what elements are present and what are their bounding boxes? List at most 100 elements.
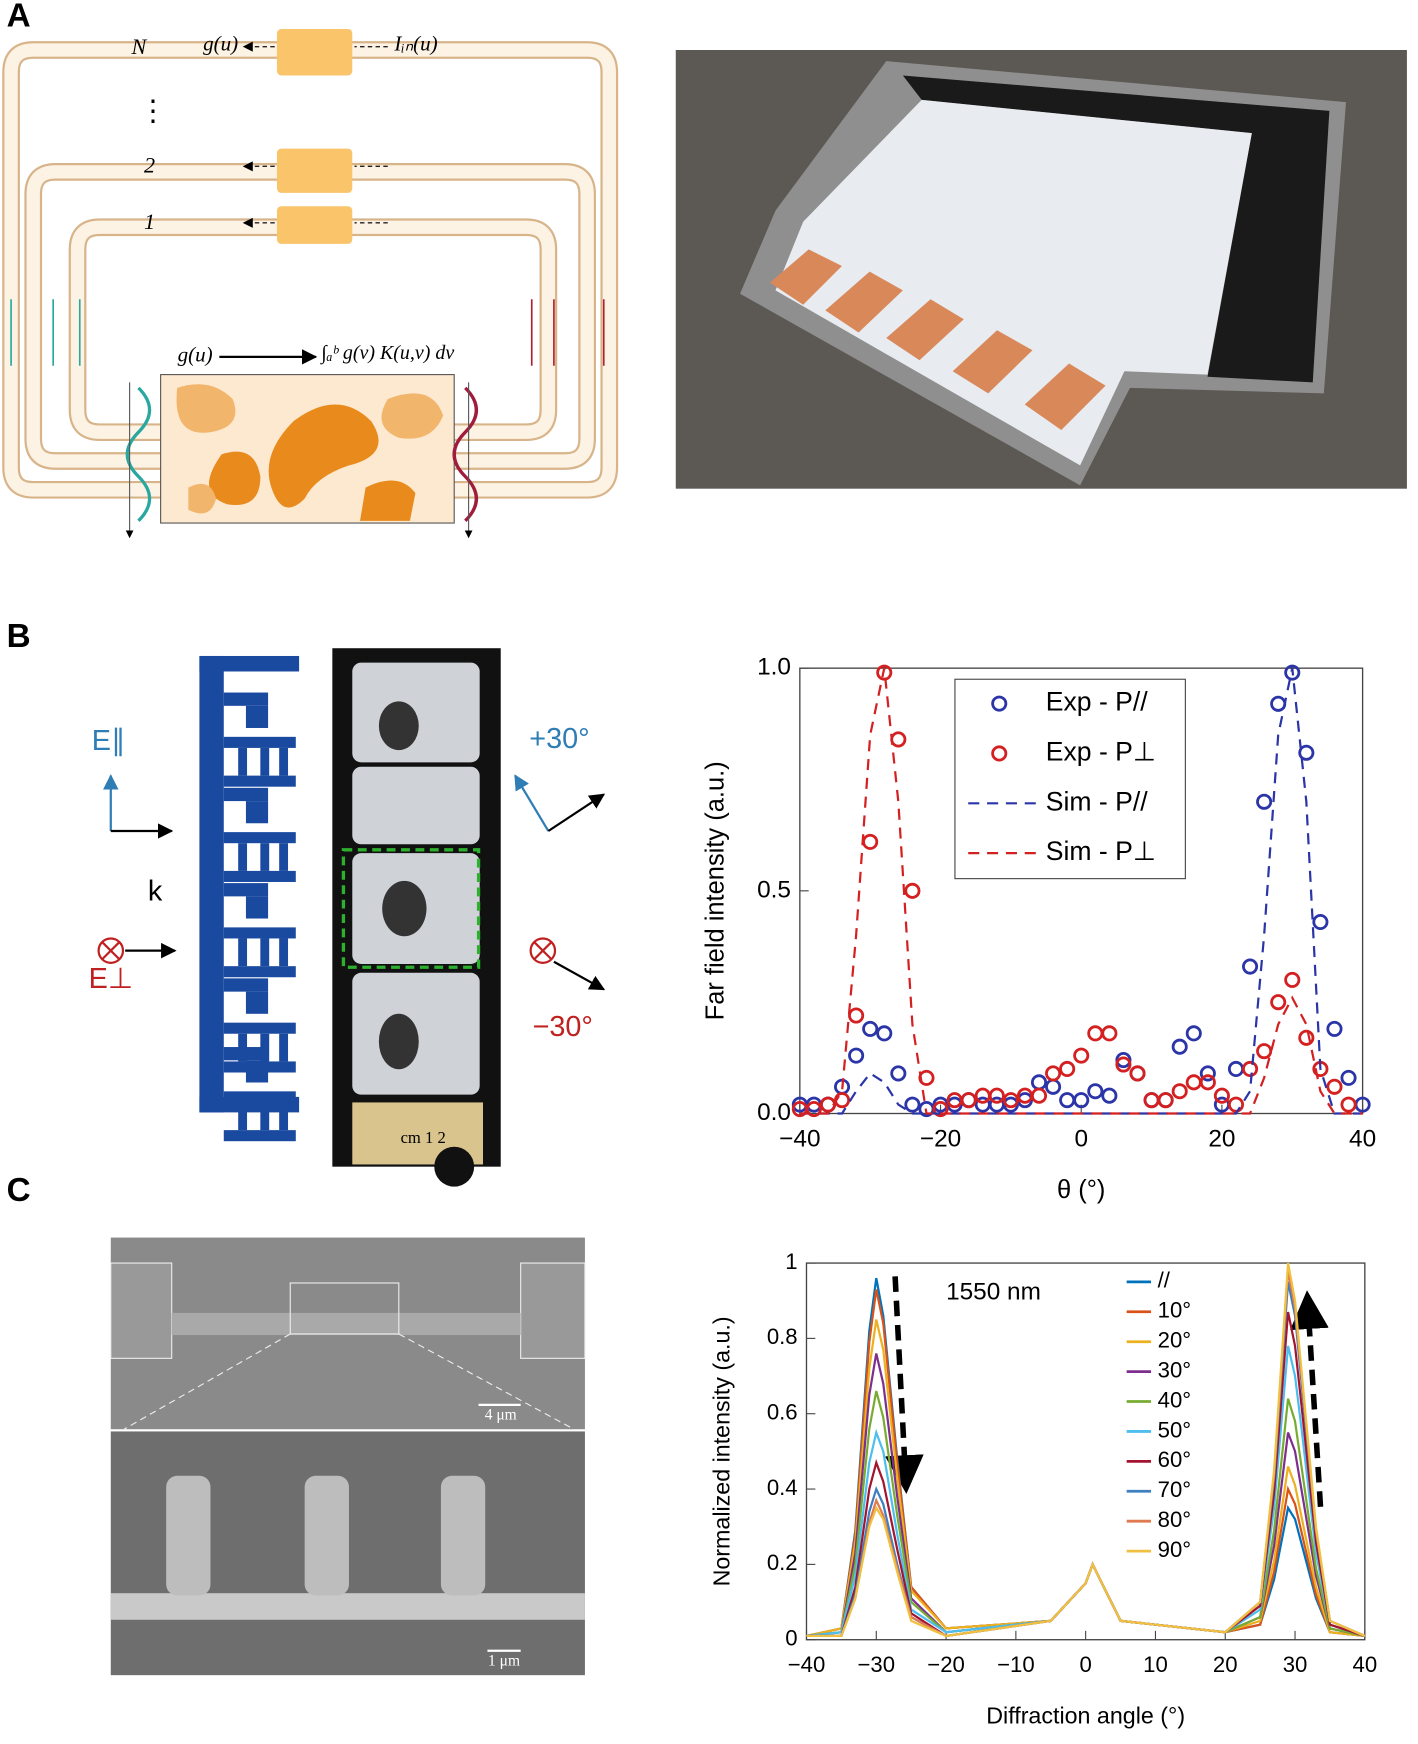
data-point	[1171, 1083, 1188, 1100]
annotation: 1550 nm	[946, 1278, 1041, 1305]
data-point	[1312, 913, 1329, 931]
y-tick-label: 0.0	[757, 1099, 791, 1126]
y-tick-label: 0	[785, 1626, 797, 1651]
x-tick-label: −20	[927, 1652, 965, 1677]
scale-bar-label: 4 μm	[485, 1406, 517, 1423]
x-tick-label: −40	[779, 1126, 820, 1153]
data-point	[1199, 1065, 1216, 1082]
y-tick-label: 0.4	[767, 1475, 798, 1500]
data-point	[848, 1007, 865, 1024]
data-point	[1002, 1092, 1019, 1109]
y-tick-label: 0.6	[767, 1400, 798, 1425]
data-point	[904, 1096, 921, 1113]
data-point	[1059, 1060, 1076, 1078]
data-point	[876, 1025, 893, 1042]
legend-label: 10°	[1158, 1298, 1191, 1323]
mapping-input: g(u)	[178, 343, 213, 367]
device-photo	[675, 50, 1407, 489]
data-point	[848, 1047, 865, 1064]
legend-marker	[991, 695, 1008, 712]
metastructure	[199, 655, 300, 1142]
x-tick-label: −40	[788, 1652, 826, 1677]
data-point	[1298, 744, 1315, 761]
data-point	[876, 664, 893, 681]
data-point	[1143, 1092, 1160, 1109]
ruler-label: cm 1 2	[401, 1128, 446, 1147]
x-tick-label: 40	[1353, 1652, 1378, 1677]
y-tick-label: 0.2	[767, 1550, 798, 1575]
polarization-arrows	[97, 774, 606, 991]
legend-label: //	[1158, 1268, 1171, 1293]
x-tick-label: −20	[920, 1126, 961, 1153]
data-point	[1087, 1083, 1104, 1100]
data-point	[960, 1092, 977, 1109]
plus-angle: +30°	[529, 723, 589, 755]
legend-label: Exp - P⊥	[1046, 736, 1156, 766]
data-point	[1101, 1025, 1118, 1042]
data-point	[1256, 793, 1273, 810]
x-tick-label: 20	[1208, 1126, 1235, 1153]
scale-bar-label: 1 μm	[488, 1652, 520, 1669]
data-point	[1256, 1043, 1273, 1060]
data-point	[862, 833, 879, 850]
data-point	[1185, 1074, 1202, 1091]
y-tick-label: 1	[785, 1249, 797, 1274]
legend-label: Sim - P⊥	[1046, 836, 1156, 866]
data-point	[1059, 1092, 1076, 1109]
data-point	[1213, 1087, 1230, 1104]
output-label: g(u)	[203, 31, 238, 55]
legend-label: Exp - P//	[1046, 687, 1149, 717]
data-point	[1326, 1078, 1343, 1095]
data-point	[904, 882, 921, 899]
data-point	[1045, 1065, 1062, 1082]
minus-angle: −30°	[533, 1011, 593, 1043]
y-tick-label: 0.8	[767, 1324, 798, 1349]
data-point	[1340, 1096, 1357, 1113]
data-point	[932, 1101, 949, 1118]
x-tick-label: 10	[1143, 1652, 1168, 1677]
panel-label: C	[7, 1172, 31, 1209]
chart: −40 −20 0 20 40 0.0 0.5 1.0 θ (°) Far field inten…	[701, 654, 1376, 1204]
data-point	[1242, 958, 1259, 975]
data-point	[1030, 1087, 1048, 1104]
printed-sample-photo	[332, 648, 501, 1187]
input-label: Iᵢₙ(u)	[393, 31, 437, 55]
data-point	[1284, 664, 1301, 681]
data-point	[1157, 1092, 1174, 1109]
data-point	[988, 1087, 1005, 1104]
data-point	[1298, 1029, 1315, 1046]
x-tick-label: 20	[1213, 1652, 1238, 1677]
data-line	[799, 667, 1363, 1115]
e-parallel: E∥	[92, 725, 126, 757]
data-point	[1185, 1025, 1202, 1042]
data-point	[1227, 1060, 1245, 1078]
legend-label: 90°	[1158, 1537, 1191, 1562]
data-point	[1171, 1038, 1188, 1055]
wavevector: k	[148, 876, 163, 908]
data-point	[1030, 1074, 1048, 1091]
data-point	[1270, 994, 1287, 1011]
legend-marker	[991, 745, 1008, 762]
loop-label: N	[130, 34, 147, 59]
data-point	[890, 731, 907, 748]
x-axis-label: θ (°)	[1057, 1176, 1105, 1204]
mapping-output: ∫ₐᵇ g(v) K(u,v) dv	[319, 342, 454, 365]
data-point	[1227, 1096, 1245, 1113]
legend-label: 70°	[1158, 1477, 1191, 1502]
chart: −40 −30 −20 −10 0 10 20 30 40 0 0.2 0.4 0.6 0.8 1 Diffr…	[709, 1249, 1378, 1728]
x-tick-label: −30	[857, 1652, 895, 1677]
loop-label: 1	[144, 209, 155, 234]
x-tick-label: 40	[1349, 1126, 1376, 1153]
data-point	[1045, 1078, 1062, 1095]
data-point	[1270, 695, 1287, 712]
data-point	[805, 1101, 822, 1118]
data-point	[974, 1087, 991, 1104]
panel-label: A	[7, 0, 31, 35]
data-point	[1199, 1074, 1216, 1091]
data-point	[1087, 1025, 1104, 1042]
legend-label: 20°	[1158, 1328, 1191, 1353]
data-line	[799, 667, 1363, 1115]
legend-label: 30°	[1158, 1357, 1191, 1382]
e-perp: E⊥	[89, 963, 133, 995]
legend-label: 80°	[1158, 1507, 1191, 1532]
